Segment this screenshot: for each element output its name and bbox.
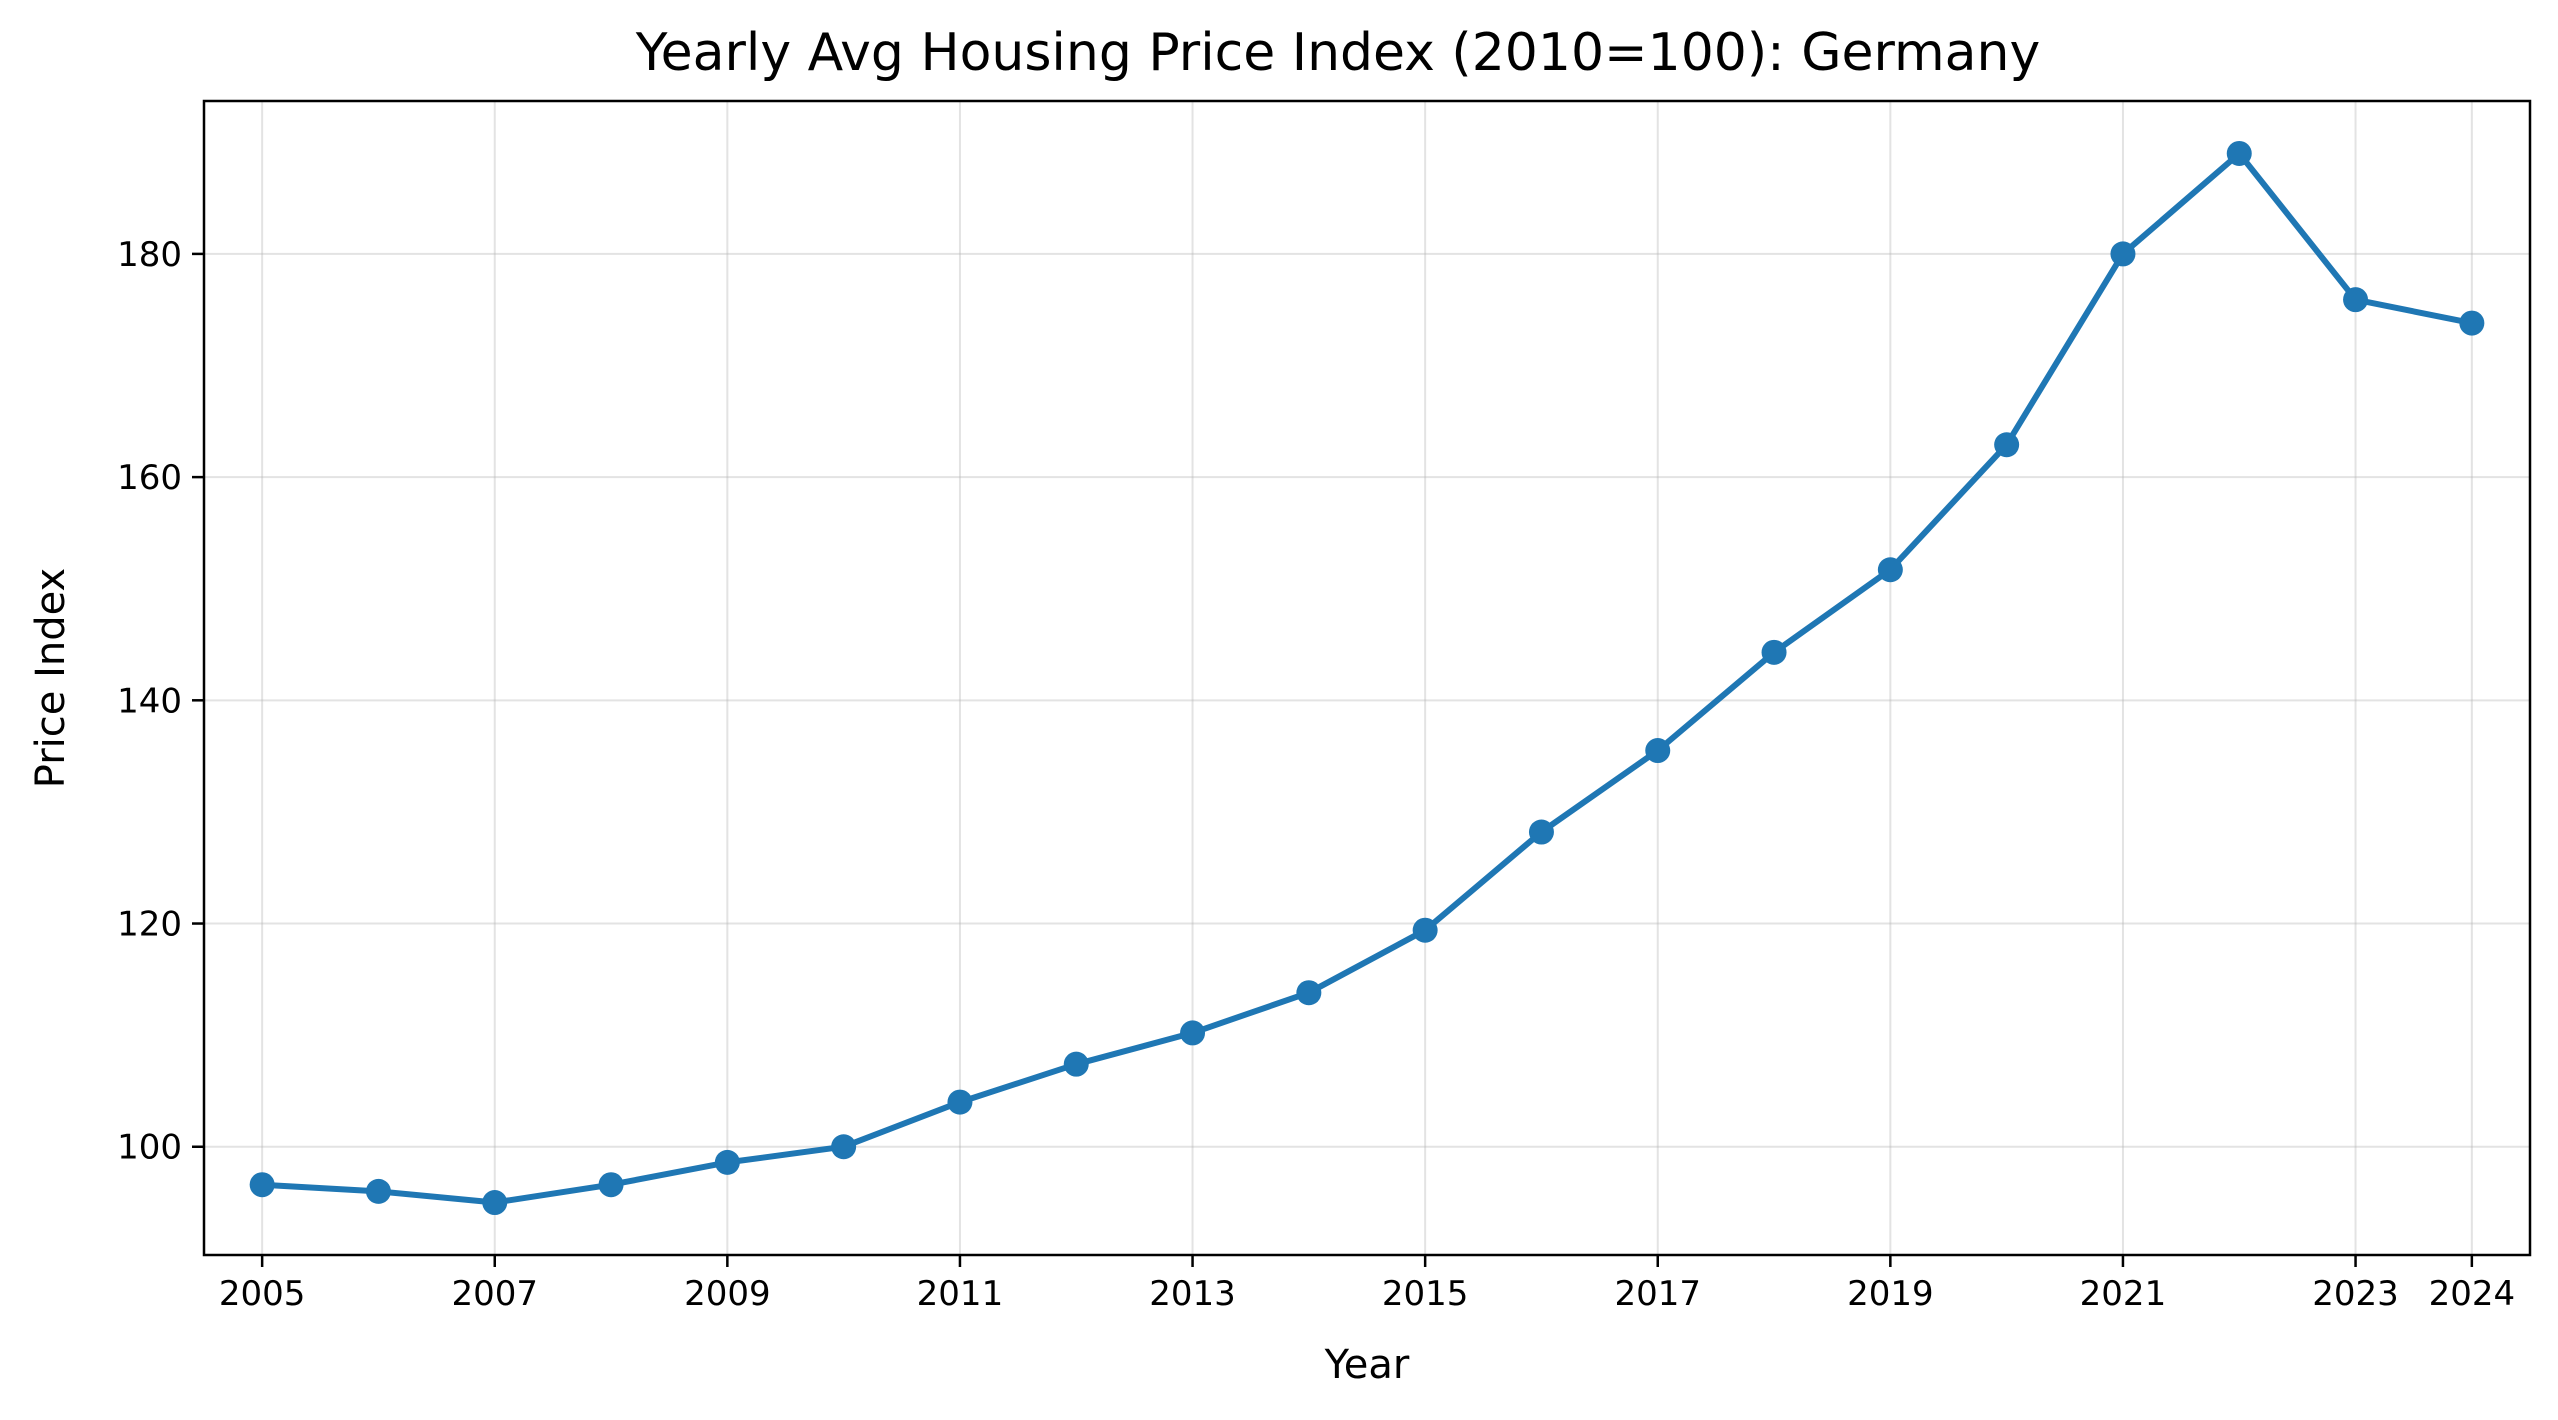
x-axis: 2005 2007 2009 2011 2013 2015 2017 2019 2021 2023… bbox=[219, 1255, 2515, 1314]
data-point bbox=[1412, 917, 1438, 943]
data-point bbox=[1645, 738, 1671, 764]
data-point bbox=[365, 1178, 391, 1204]
chart-title: Yearly Avg Housing Price Index (2010=100… bbox=[635, 23, 2040, 83]
x-tick-label: 2021 bbox=[2080, 1274, 2167, 1314]
data-point bbox=[1994, 432, 2020, 458]
x-tick-label: 2005 bbox=[219, 1274, 306, 1314]
x-tick-label: 2015 bbox=[1382, 1274, 1469, 1314]
data-point bbox=[2459, 310, 2485, 336]
data-point bbox=[482, 1190, 508, 1216]
series bbox=[249, 140, 2485, 1216]
x-tick-label: 2024 bbox=[2429, 1274, 2516, 1314]
y-tick-label: 160 bbox=[117, 458, 182, 498]
data-point bbox=[831, 1134, 857, 1160]
y-axis-label: Price Index bbox=[28, 568, 74, 788]
y-tick-label: 120 bbox=[117, 905, 182, 945]
data-point bbox=[1528, 819, 1554, 845]
x-tick-label: 2009 bbox=[684, 1274, 771, 1314]
data-point bbox=[1180, 1020, 1206, 1046]
y-tick-label: 140 bbox=[117, 681, 182, 721]
x-tick-label: 2023 bbox=[2312, 1274, 2399, 1314]
y-axis: 100 120 140 160 180 bbox=[117, 235, 204, 1168]
data-point bbox=[1877, 557, 1903, 583]
x-tick-label: 2011 bbox=[917, 1274, 1004, 1314]
x-axis-label: Year bbox=[1324, 1342, 1410, 1388]
data-point bbox=[2226, 140, 2252, 166]
x-tick-label: 2007 bbox=[451, 1274, 538, 1314]
x-tick-label: 2013 bbox=[1149, 1274, 1236, 1314]
data-point bbox=[1296, 980, 1322, 1006]
x-tick-label: 2017 bbox=[1614, 1274, 1701, 1314]
data-point bbox=[249, 1172, 275, 1198]
series-line bbox=[259, 150, 2475, 1206]
y-tick-label: 180 bbox=[117, 235, 182, 275]
data-point bbox=[947, 1089, 973, 1115]
grid bbox=[204, 101, 2530, 1255]
data-point bbox=[598, 1172, 624, 1198]
data-point bbox=[1063, 1051, 1089, 1077]
y-tick-label: 100 bbox=[117, 1128, 182, 1168]
x-tick-label: 2019 bbox=[1847, 1274, 1934, 1314]
data-point bbox=[2110, 241, 2136, 267]
data-point bbox=[714, 1149, 740, 1175]
data-point bbox=[2343, 287, 2369, 313]
data-point bbox=[1761, 639, 1787, 665]
plot-frame bbox=[202, 99, 2532, 1257]
